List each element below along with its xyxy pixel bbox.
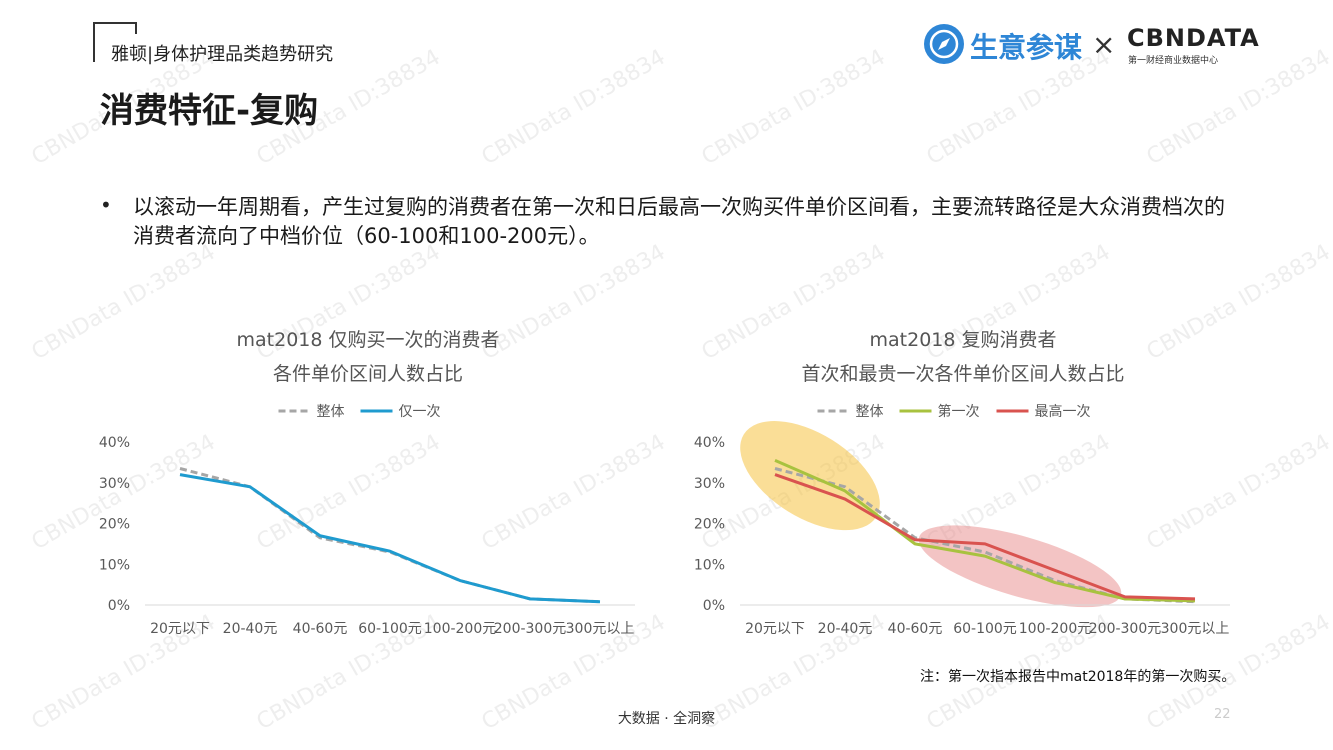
y-tick-label: 0%: [108, 598, 130, 614]
watermark-text: CBNData ID:38834: [477, 44, 670, 171]
page-number: 22: [1214, 707, 1231, 722]
y-tick-label: 40%: [694, 435, 725, 451]
logo-cbn-name: CBNDATA: [1127, 24, 1260, 52]
legend-label-0: 整体: [317, 404, 345, 420]
chart-title: mat2018 仅购买一次的消费者: [237, 329, 500, 351]
legend-label-1: 仅一次: [399, 404, 441, 420]
bullet-text: 以滚动一年周期看，产生过复购的消费者在第一次和日后最高一次购买件单价区间看，主要…: [133, 195, 1225, 248]
x-tick-label: 200-300元: [494, 621, 567, 637]
footer-slogan: 大数据 · 全洞察: [617, 711, 716, 727]
x-tick-label: 20元以下: [745, 621, 805, 637]
y-tick-label: 10%: [99, 557, 130, 573]
y-tick-label: 0%: [703, 598, 725, 614]
legend-label-1: 第一次: [938, 403, 980, 420]
series-line-1: [179, 473, 601, 604]
chart-repurchase: mat2018 复购消费者首次和最贵一次各件单价区间人数占比整体 第一次 最高一次 0…: [685, 320, 1245, 650]
x-tick-label: 100-200元: [1019, 621, 1092, 637]
logo-cross: ×: [1092, 28, 1116, 61]
x-tick-label: 40-60元: [293, 621, 348, 637]
page-title: 消费特征-复购: [100, 91, 319, 131]
x-tick-label: 60-100元: [358, 621, 422, 637]
x-tick-label: 100-200元: [424, 621, 497, 637]
legend-label-2: 最高一次: [1035, 403, 1091, 420]
chart-subtitle: 各件单价区间人数占比: [273, 363, 463, 385]
x-tick-label: 20-40元: [223, 621, 278, 637]
y-tick-label: 30%: [694, 476, 725, 492]
chart-single-purchase: mat2018 仅购买一次的消费者 各件单价区间人数占比整体 仅一次 0% 10% 20%…: [90, 320, 650, 650]
x-tick-label: 300元以上: [1161, 621, 1230, 637]
chart-title: mat2018 复购消费者: [870, 329, 1057, 351]
legend-label-0: 整体: [856, 404, 884, 420]
y-tick-label: 10%: [694, 557, 725, 573]
logo-cn-name: 生意参谋: [970, 31, 1083, 64]
y-tick-label: 30%: [99, 476, 130, 492]
y-tick-label: 40%: [99, 435, 130, 451]
bullet-dot: •: [100, 193, 112, 217]
y-tick-label: 20%: [99, 517, 130, 533]
x-tick-label: 300元以上: [566, 621, 635, 637]
series-line-0: [179, 467, 601, 604]
x-tick-label: 60-100元: [953, 621, 1017, 637]
x-tick-label: 20元以下: [150, 621, 210, 637]
x-tick-label: 40-60元: [888, 621, 943, 637]
header-bracket-decoration: [93, 22, 137, 62]
logo-cbn-sub: 第一财经商业数据中心: [1128, 56, 1219, 66]
compass-icon: [924, 24, 964, 64]
watermark-text: CBNData ID:38834: [697, 44, 890, 171]
chart-note: 注：第一次指本报告中mat2018年的第一次购买。: [920, 669, 1236, 685]
x-tick-label: 200-300元: [1089, 621, 1162, 637]
logo-area: 生意参谋 × CBNDATA 第一财经商业数据中心: [922, 22, 1259, 66]
brand-tag: 雅顿|身体护理品类趋势研究: [111, 44, 334, 65]
x-tick-label: 20-40元: [818, 621, 873, 637]
y-tick-label: 20%: [694, 517, 725, 533]
chart-subtitle: 首次和最贵一次各件单价区间人数占比: [801, 363, 1124, 385]
